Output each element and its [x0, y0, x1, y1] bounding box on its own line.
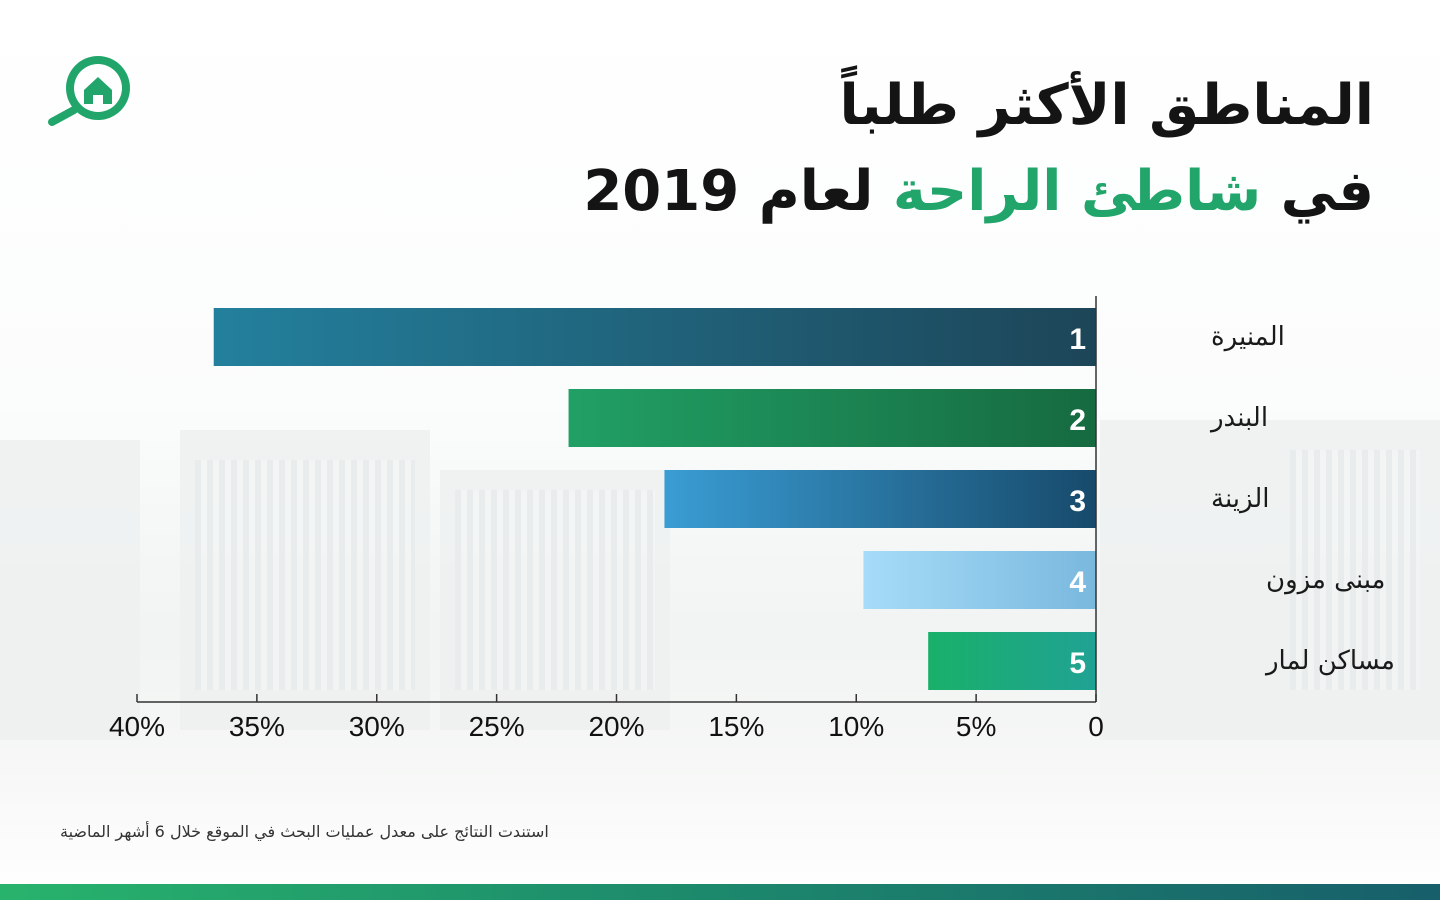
bar-1: [213, 308, 1097, 366]
category-label: الزينة: [1211, 484, 1270, 514]
category-label: المنيرة: [1211, 322, 1285, 352]
x-tick-label: 35%: [229, 711, 285, 742]
title-suffix: لعام: [758, 159, 874, 224]
bar-5: [928, 632, 1096, 690]
category-label: مبنى مزون: [1266, 565, 1385, 595]
bottom-accent-bar: [0, 884, 1440, 900]
bar-2: [568, 389, 1096, 447]
chart-title: المناطق الأكثر طلباً في شاطئ الراحة لعام…: [583, 70, 1374, 236]
title-line-2: في شاطئ الراحة لعام 2019: [583, 148, 1374, 236]
house-search-icon: [48, 56, 130, 126]
category-label: مساكن لمار: [1264, 646, 1395, 676]
title-highlight: شاطئ الراحة: [892, 159, 1262, 224]
category-label: البندر: [1209, 403, 1268, 433]
bar-rank-label: 2: [1069, 404, 1086, 437]
footnote: استندت النتائج على معدل عمليات البحث في …: [60, 822, 549, 841]
bar-3: [664, 470, 1096, 528]
x-tick-label: 10%: [828, 711, 884, 742]
x-tick-label: 5%: [956, 711, 996, 742]
title-prefix: في: [1280, 159, 1374, 224]
x-tick-label: 30%: [349, 711, 405, 742]
bar-rank-label: 4: [1069, 566, 1086, 599]
x-tick-label: 20%: [588, 711, 644, 742]
bar-rank-label: 3: [1069, 485, 1086, 518]
title-line-1: المناطق الأكثر طلباً: [839, 73, 1374, 138]
bar-4: [863, 551, 1096, 609]
title-year: 2019: [583, 159, 740, 224]
x-tick-label: 15%: [708, 711, 764, 742]
bar-rank-label: 5: [1069, 647, 1086, 680]
x-tick-label: 25%: [469, 711, 525, 742]
x-tick-label: 0: [1088, 711, 1104, 742]
bar-rank-label: 1: [1069, 323, 1086, 356]
x-tick-label: 40%: [109, 711, 165, 742]
